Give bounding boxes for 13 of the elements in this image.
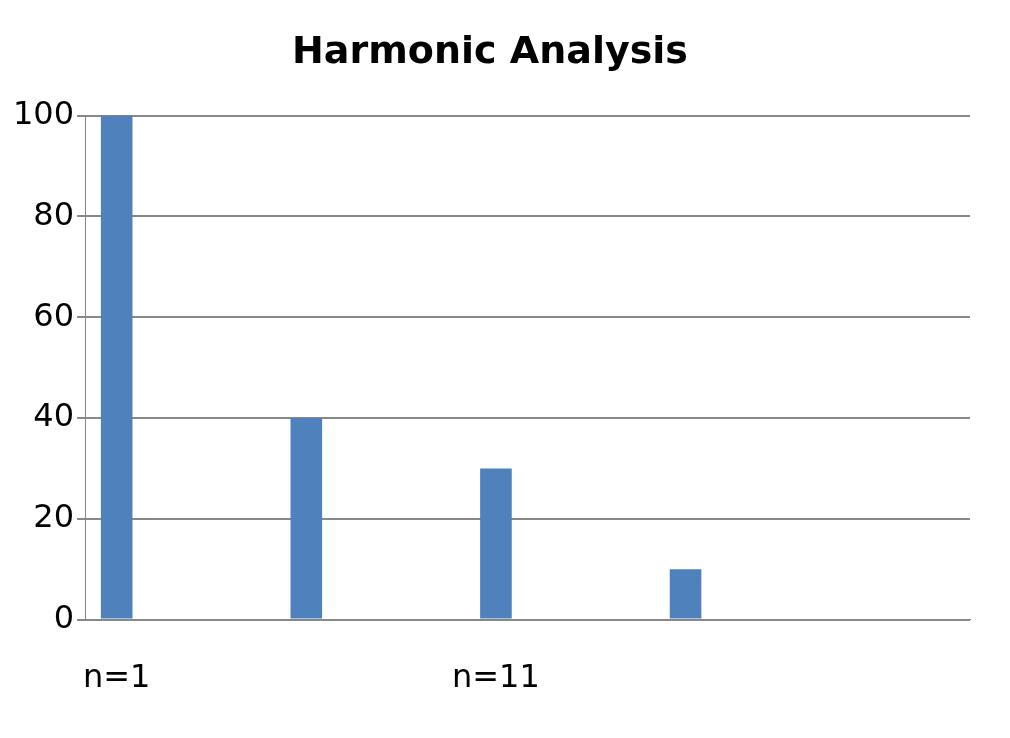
y-tick-label: 60: [33, 295, 75, 334]
bar: [669, 569, 702, 619]
x-tick-label: n=1: [82, 657, 151, 696]
bar: [100, 115, 133, 619]
y-tick-label: 100: [13, 93, 75, 132]
x-tick-label: n=11: [452, 657, 540, 696]
bar: [480, 468, 512, 619]
bar: [290, 418, 323, 619]
y-tick-label: 80: [33, 194, 75, 233]
chart-title: Harmonic Analysis: [292, 27, 688, 72]
y-tick-label: 40: [33, 396, 75, 435]
y-tick-label: 20: [33, 497, 75, 536]
y-tick-label: 0: [53, 597, 75, 636]
